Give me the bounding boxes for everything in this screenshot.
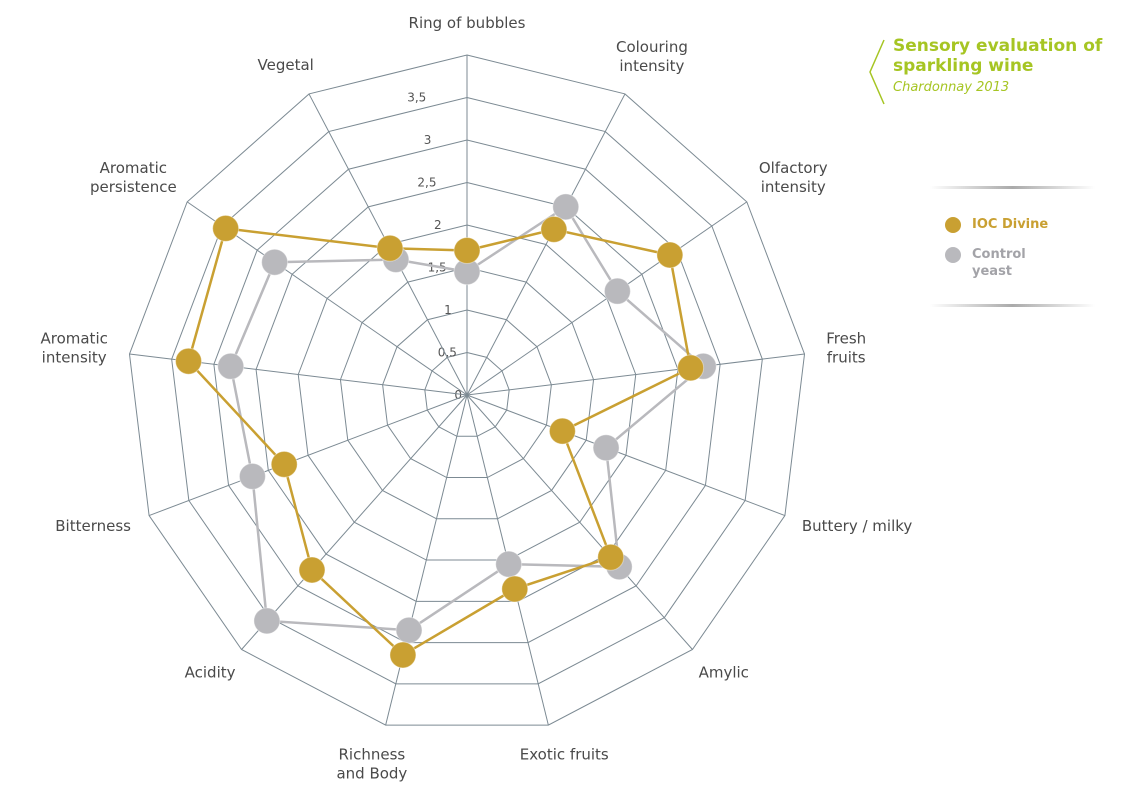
- data-point: [238, 462, 266, 490]
- grid-ring: [382, 309, 552, 479]
- y-tick-label: 3: [424, 133, 432, 147]
- grid-ring: [255, 181, 679, 602]
- legend-rule: [930, 304, 1095, 307]
- data-point: [253, 607, 281, 635]
- data-point: [597, 543, 625, 571]
- data-point: [217, 352, 245, 380]
- data-point: [395, 616, 423, 644]
- axis-line: [385, 394, 468, 726]
- axis-label: Exotic fruits: [519, 746, 609, 765]
- data-point: [592, 434, 620, 462]
- legend-swatch: [945, 247, 961, 263]
- legend-swatch: [945, 217, 961, 233]
- data-point: [501, 575, 529, 603]
- data-point: [540, 215, 568, 243]
- axis-label: Amylic: [698, 663, 749, 682]
- data-point: [656, 241, 684, 269]
- axis-label: Aromatic intensity: [40, 330, 108, 368]
- series-line: [187, 227, 693, 657]
- chart-subtitle: Chardonnay 2013: [893, 80, 1010, 95]
- chart-title: Sensory evaluation of sparkling wine: [893, 36, 1103, 76]
- data-point: [175, 347, 203, 375]
- data-point: [495, 550, 523, 578]
- y-tick-label: 0: [454, 388, 462, 402]
- data-point: [270, 450, 298, 478]
- y-tick-label: 2: [434, 218, 442, 232]
- axis-label: Buttery / milky: [801, 517, 913, 536]
- grid-ring: [424, 351, 510, 437]
- axis-label: Colouring intensity: [615, 38, 688, 76]
- axis-line: [466, 93, 626, 396]
- bracket: [869, 39, 885, 105]
- data-point: [261, 248, 289, 276]
- legend-label: IOC Divine: [972, 217, 1049, 232]
- axis-line: [466, 394, 786, 517]
- grid-ring: [213, 139, 721, 644]
- axis-line: [466, 353, 805, 396]
- y-tick-label: 2,5: [417, 176, 436, 190]
- data-point: [603, 277, 631, 305]
- axis-label: Fresh fruits: [826, 330, 867, 368]
- grid-ring: [171, 96, 763, 685]
- axis-label: Ring of bubbles: [408, 14, 526, 32]
- data-point: [212, 214, 240, 242]
- legend-label: Control yeast: [972, 247, 1026, 279]
- grid-ring: [339, 266, 595, 520]
- data-point: [677, 354, 705, 382]
- data-point: [552, 193, 580, 221]
- data-point: [298, 556, 326, 584]
- data-point: [453, 237, 481, 264]
- axis-label: Bitterness: [55, 517, 131, 536]
- axis-label: Aromatic persistence: [89, 159, 177, 197]
- outer-ring: [128, 54, 806, 726]
- y-tick-label: 1: [444, 303, 452, 317]
- data-point: [389, 641, 417, 669]
- grid-ring: [297, 224, 637, 561]
- data-point: [376, 234, 404, 262]
- axis-line: [148, 394, 468, 517]
- axis-label: Vegetal: [257, 56, 314, 75]
- axis-label: Olfactory intensity: [758, 159, 828, 197]
- data-point: [548, 417, 576, 445]
- axis-line: [241, 394, 468, 650]
- axis-line: [466, 394, 693, 650]
- series-line: [229, 205, 706, 632]
- y-tick-label: 3,5: [407, 91, 426, 105]
- legend-rule: [930, 186, 1095, 189]
- axis-label: Acidity: [184, 663, 236, 682]
- axis-label: Richness and Body: [336, 745, 408, 783]
